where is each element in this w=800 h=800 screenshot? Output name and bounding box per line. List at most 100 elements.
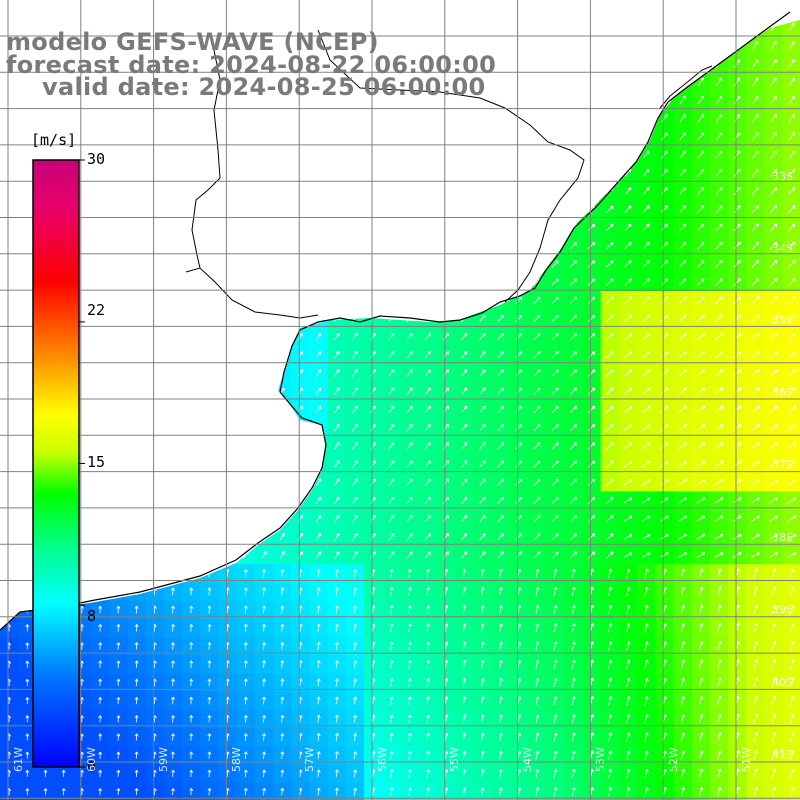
wind-arrow [714,424,724,432]
wind-arrow [480,641,485,651]
wind-arrow [316,696,321,705]
wind-arrow [606,496,614,504]
wind-cell [473,491,492,511]
wind-cell [764,273,784,292]
wind-cell [673,200,693,219]
lagoon [659,65,713,109]
wind-cell [546,455,565,474]
wind-arrow [499,641,503,651]
wind-cell [618,309,638,329]
wind-cell [655,418,674,438]
wind-arrow [623,406,633,413]
wind-cell [764,291,784,310]
wind-arrow [751,241,759,250]
wind-cell [564,546,583,565]
wind-arrow [587,296,596,304]
wind-cell [709,236,729,256]
wind-cell [400,327,420,347]
wind-arrow [624,314,632,323]
wind-cell [527,509,547,529]
wind-cell [764,455,784,474]
wind-cell [491,327,511,347]
wind-arrow [571,750,576,760]
wind-arrow [752,77,759,87]
wind-arrow [641,497,651,504]
estuary-coast [185,267,319,319]
wind-arrow [698,786,704,797]
wind-arrow [353,678,358,687]
wind-cell [691,91,711,110]
wind-arrow [770,150,777,159]
wind-arrow [569,424,577,432]
wind-arrow [134,660,139,668]
wind-arrow [171,623,175,632]
wind-cell [673,273,693,292]
wind-cell [637,254,656,274]
wind-arrow [624,296,632,304]
wind-arrow [406,369,413,377]
lon-label: 53W [594,747,607,772]
wind-arrow [334,587,339,596]
wind-cell [582,400,602,420]
wind-cell [546,273,565,292]
wind-arrow [608,677,613,688]
wind-arrow [551,260,559,268]
wind-cell [436,418,456,438]
wind-cell [637,382,656,401]
wind-cell [709,309,729,329]
wind-cell [764,400,784,420]
wind-arrow [370,551,376,559]
wind-arrow [98,788,103,796]
wind-arrow [535,787,540,796]
wind-arrow [479,333,486,341]
wind-cell [491,546,511,565]
wind-arrow [497,533,504,541]
wind-cell [327,327,347,347]
wind-arrow [753,568,758,579]
wind-cell [673,473,693,492]
wind-cell [691,491,711,511]
wind-arrow [480,568,485,578]
wind-arrow [424,442,431,450]
wind-arrow [280,623,285,632]
lat-label: 37S [772,458,793,471]
wind-arrow [679,95,686,105]
wind-cell [582,527,602,547]
wind-arrow [789,641,795,651]
wind-arrow [497,515,504,523]
wind-cell [546,527,565,547]
wind-arrow [697,77,704,87]
wind-arrow [551,369,559,377]
wind-cell [655,291,674,310]
wind-arrow [134,788,139,796]
wind-arrow [788,260,796,268]
wind-cell [673,327,693,347]
wind-arrow [479,515,486,523]
wind-arrow [189,587,194,596]
wind-arrow [499,696,503,705]
colorbar-label: 30 [87,150,106,168]
wind-cell [455,527,474,547]
wind-cell [728,418,747,438]
wind-arrow [243,714,248,723]
lon-label: 51W [740,747,753,772]
wind-cell [418,455,438,474]
wind-arrow [388,551,395,559]
wind-cell [618,364,638,383]
wind-arrow [460,460,468,468]
wind-cell [655,400,674,420]
wind-arrow [315,333,322,341]
wind-arrow [171,769,175,777]
wind-cell [600,382,620,401]
wind-arrow [697,168,705,177]
wind-arrow [698,568,704,579]
wind-arrow [315,405,322,414]
wind-arrow [680,695,686,706]
wind-arrow [642,351,651,359]
wind-cell [327,509,347,529]
wind-cell [637,200,656,219]
wind-arrow [553,605,558,615]
wind-cell [309,527,329,547]
wind-arrow [535,641,540,651]
wind-arrow [116,696,121,705]
